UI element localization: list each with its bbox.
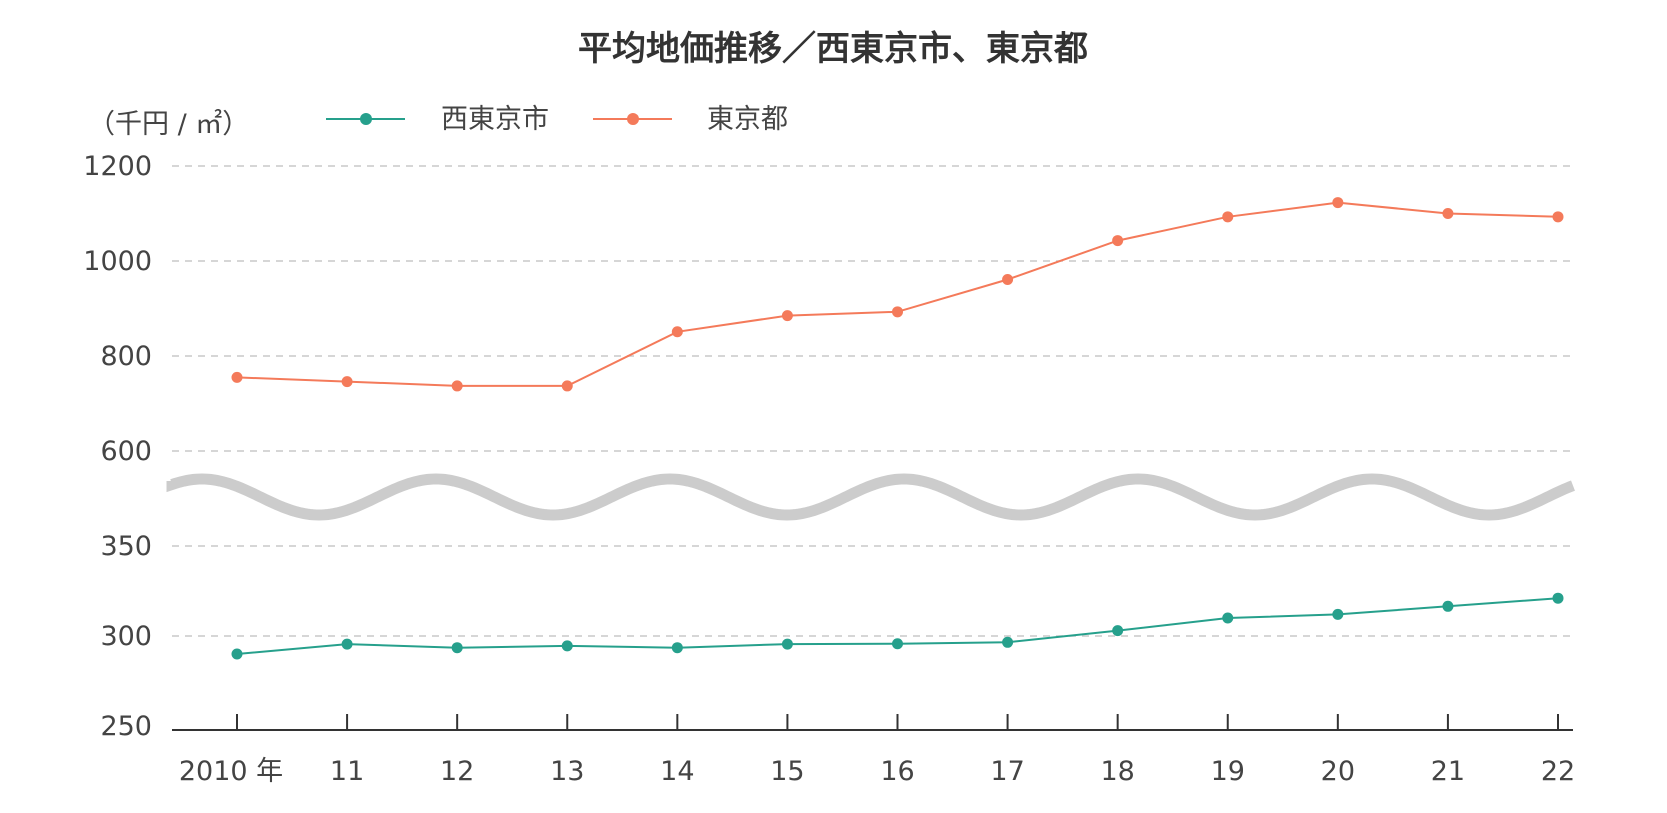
- data-point-nishitokyo-2019: [1222, 612, 1234, 624]
- data-point-nishitokyo-2020: [1332, 608, 1344, 620]
- legend-item-tokyo: 東京都: [593, 104, 788, 135]
- legend-item-nishitokyo: 西東京市: [326, 104, 549, 135]
- data-point-tokyo-2010: [231, 371, 243, 383]
- data-point-nishitokyo-2015: [781, 638, 793, 650]
- axis-break-wave: [166, 473, 1575, 521]
- x-tick-label-2016: 16: [880, 756, 914, 787]
- data-point-tokyo-2022: [1552, 211, 1564, 223]
- data-point-nishitokyo-2010: [231, 648, 243, 660]
- legend-marker-nishitokyo: [360, 113, 372, 125]
- x-tick-label-2014: 14: [660, 756, 694, 787]
- y-axis-unit-label: （千円 / ㎡）: [88, 109, 249, 140]
- x-tick-label-2021: 21: [1431, 756, 1465, 787]
- chart-title: 平均地価推移／西東京市、東京都: [578, 29, 1088, 69]
- x-tick-label-2019: 19: [1211, 756, 1245, 787]
- x-tick-label-2018: 18: [1100, 756, 1134, 787]
- legend: 西東京市 東京都: [326, 104, 788, 135]
- x-tick-label-2012: 12: [440, 756, 474, 787]
- series-layer: [231, 197, 1564, 660]
- data-point-nishitokyo-2011: [341, 638, 353, 650]
- data-point-nishitokyo-2012: [451, 642, 463, 654]
- y-tick-label-350: 350: [100, 531, 152, 562]
- x-tick-label-2017: 17: [990, 756, 1024, 787]
- x-tick-label-2010: 2010 年: [179, 756, 283, 787]
- data-point-tokyo-2019: [1222, 211, 1234, 223]
- data-point-tokyo-2015: [781, 310, 793, 322]
- x-axis-ticks: 2010 年 11 12 13 14 15 16 17 18 19 20 21 22: [179, 714, 1575, 787]
- data-point-tokyo-2011: [341, 376, 353, 388]
- y-axis-tick-labels: 1200 1000 800 600 350 300 250: [83, 151, 152, 742]
- y-tick-label-1200: 1200: [83, 151, 152, 182]
- data-point-tokyo-2020: [1332, 197, 1344, 209]
- x-tick-label-2011: 11: [330, 756, 364, 787]
- data-point-tokyo-2014: [671, 326, 683, 338]
- data-point-nishitokyo-2021: [1442, 600, 1454, 612]
- y-tick-label-800: 800: [100, 341, 152, 372]
- y-tick-label-600: 600: [100, 436, 152, 467]
- data-point-nishitokyo-2014: [671, 642, 683, 654]
- data-point-nishitokyo-2016: [892, 638, 903, 650]
- legend-label-nishitokyo: 西東京市: [441, 104, 549, 135]
- y-tick-label-300: 300: [100, 621, 152, 652]
- data-point-nishitokyo-2018: [1112, 625, 1124, 637]
- data-point-tokyo-2021: [1442, 208, 1454, 219]
- data-point-tokyo-2016: [892, 306, 903, 318]
- x-tick-label-2020: 20: [1321, 756, 1355, 787]
- data-point-tokyo-2017: [1002, 274, 1014, 286]
- data-point-tokyo-2018: [1112, 235, 1124, 247]
- data-point-nishitokyo-2013: [561, 640, 573, 652]
- legend-marker-tokyo: [627, 113, 639, 125]
- data-point-tokyo-2013: [561, 380, 573, 392]
- series-line-tokyo: [236, 201, 1559, 387]
- x-tick-label-2022: 22: [1541, 756, 1575, 787]
- x-tick-label-2013: 13: [550, 756, 584, 787]
- x-tick-label-2015: 15: [770, 756, 804, 787]
- gridlines: [172, 165, 1573, 637]
- legend-label-tokyo: 東京都: [707, 104, 788, 135]
- data-point-nishitokyo-2022: [1552, 592, 1564, 604]
- data-point-tokyo-2012: [451, 380, 463, 392]
- y-tick-label-1000: 1000: [83, 246, 152, 277]
- data-point-nishitokyo-2017: [1002, 636, 1014, 648]
- y-tick-label-250: 250: [100, 711, 152, 742]
